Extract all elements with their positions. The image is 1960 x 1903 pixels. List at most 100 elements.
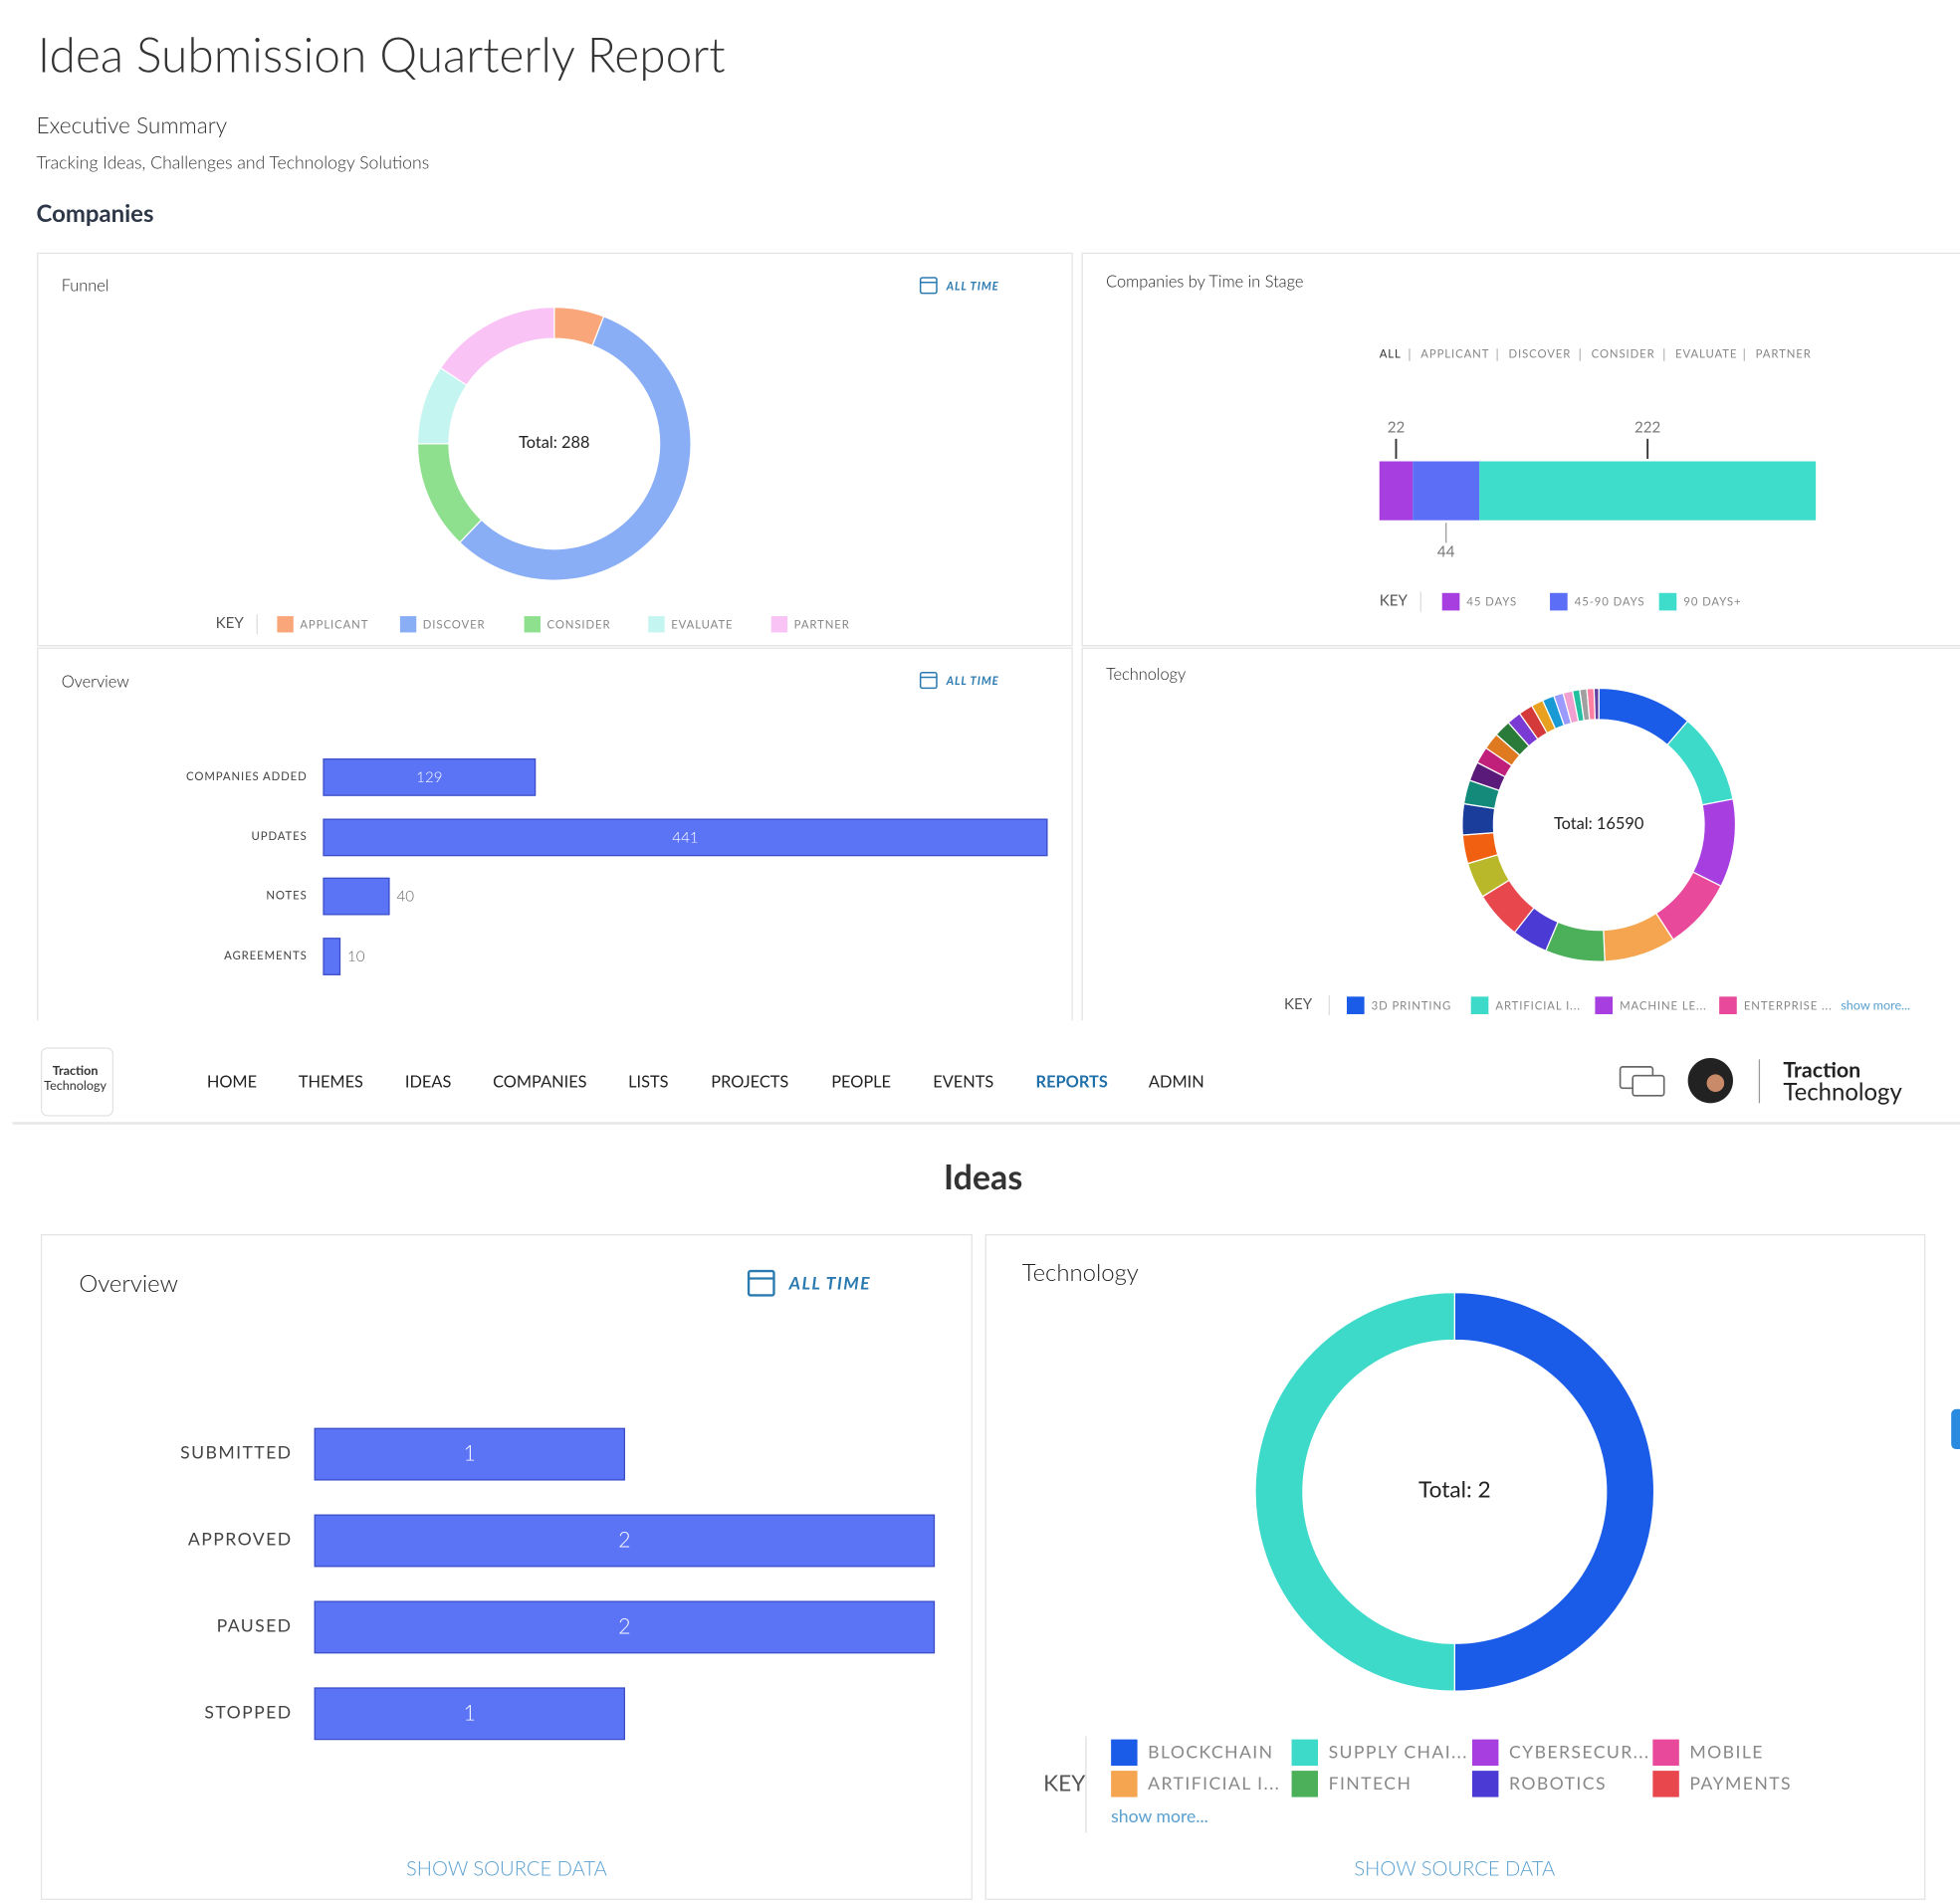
bar (323, 877, 390, 916)
logo-box[interactable] (40, 1047, 114, 1117)
section-title: Companies (37, 199, 154, 228)
source-data-link[interactable]: SHOW SOURCE DATA (1354, 1856, 1555, 1880)
chart-title: Funnel (62, 277, 109, 296)
calendar-icon (919, 277, 938, 295)
legend-swatch (1550, 592, 1568, 611)
stage-filter[interactable]: DISCOVER (1508, 347, 1571, 360)
legend-key-label: KEY (1380, 591, 1409, 609)
bar-segment (1379, 461, 1414, 521)
navbar (12, 1020, 1960, 1124)
value-label: 1 (464, 1440, 476, 1466)
section-title: Ideas (944, 1157, 1022, 1197)
donut-segment (1593, 687, 1600, 721)
legend-label: ARTIFICIAL I... (1495, 999, 1581, 1012)
chat-icon[interactable] (1619, 1066, 1665, 1097)
brand-text: Technology (1783, 1078, 1902, 1107)
legend-label: APPLICANT (300, 618, 368, 631)
chart-title: Overview (62, 673, 130, 692)
legend-key-label: KEY (1284, 995, 1313, 1013)
nav-item[interactable]: PROJECTS (711, 1072, 788, 1091)
nav-item[interactable]: HOME (207, 1072, 257, 1091)
legend-swatch (1111, 1739, 1138, 1767)
legend-swatch (1652, 1771, 1679, 1797)
donut-segment (439, 306, 555, 386)
legend-label: PARTNER (794, 618, 850, 631)
side-tab[interactable] (1951, 1408, 1960, 1450)
report-description: Tracking Ideas, Challenges and Technolog… (37, 151, 430, 172)
legend-swatch (770, 616, 788, 633)
chart-title: Overview (79, 1269, 178, 1298)
legend-swatch (1470, 996, 1489, 1014)
show-more-link[interactable]: show more... (1111, 1805, 1208, 1826)
stage-filter[interactable]: PARTNER (1756, 347, 1812, 360)
bar (314, 1427, 625, 1481)
category-label: NOTES (266, 889, 307, 902)
bar (314, 1514, 936, 1568)
legend-swatch (1658, 592, 1677, 611)
legend-label: 3D PRINTING (1372, 999, 1452, 1012)
legend-swatch (1346, 996, 1365, 1014)
legend-swatch (1595, 996, 1614, 1014)
nav-item[interactable]: REPORTS (1036, 1072, 1108, 1091)
category-label: COMPANIES ADDED (186, 770, 308, 783)
category-label: APPROVED (188, 1528, 293, 1549)
category-label: PAUSED (217, 1614, 293, 1635)
source-data-link[interactable]: SHOW SOURCE DATA (406, 1856, 607, 1880)
calendar-icon (747, 1269, 775, 1297)
date-filter[interactable]: ALL TIME (946, 675, 999, 688)
logo-text: Technology (44, 1078, 107, 1093)
legend-swatch (1471, 1771, 1499, 1797)
nav-item[interactable]: PEOPLE (831, 1072, 891, 1091)
nav-item[interactable]: IDEAS (405, 1072, 452, 1091)
nav-item[interactable]: LISTS (628, 1072, 668, 1091)
legend-label: CYBERSECUR... (1509, 1742, 1649, 1763)
legend-label: 45-90 DAYS (1575, 596, 1645, 609)
bar (323, 758, 537, 796)
donut-total: Total: 16590 (1554, 814, 1643, 833)
nav-item[interactable]: EVENTS (933, 1072, 993, 1091)
legend-swatch (524, 616, 541, 633)
date-filter[interactable]: ALL TIME (788, 1273, 871, 1294)
legend-label: PAYMENTS (1689, 1773, 1792, 1794)
value-label: 1 (464, 1699, 476, 1725)
legend-swatch (648, 616, 665, 633)
legend-swatch (1111, 1771, 1138, 1797)
legend-label: ENTERPRISE ... (1744, 999, 1833, 1012)
legend-swatch (1441, 592, 1460, 611)
stage-filter[interactable]: ALL (1380, 347, 1402, 360)
nav-item[interactable]: THEMES (299, 1072, 363, 1091)
panel (984, 1234, 1926, 1900)
legend-swatch (1652, 1739, 1679, 1767)
legend-label: MOBILE (1689, 1742, 1764, 1763)
stage-filter[interactable]: CONSIDER (1592, 347, 1655, 360)
legend-swatch (1719, 996, 1737, 1014)
stage-filter[interactable]: APPLICANT (1420, 347, 1489, 360)
legend-label: EVALUATE (671, 618, 733, 631)
donut-total: Total: 288 (519, 433, 589, 452)
legend-label: DISCOVER (423, 618, 486, 631)
bar (323, 938, 341, 975)
show-more-link[interactable]: show more... (1841, 998, 1910, 1013)
brand-text: Traction (1783, 1056, 1860, 1082)
donut-segment (458, 316, 692, 581)
category-label: UPDATES (252, 830, 308, 843)
bar (314, 1687, 625, 1741)
legend-label: MACHINE LE... (1620, 999, 1707, 1012)
date-filter[interactable]: ALL TIME (946, 280, 999, 293)
value-label: 40 (397, 888, 415, 906)
logo-text: Traction (53, 1063, 99, 1078)
avatar-face (1706, 1074, 1725, 1093)
legend-swatch (1291, 1739, 1319, 1767)
value-label: 10 (347, 948, 365, 965)
category-label: STOPPED (204, 1701, 292, 1722)
value-label: 2 (618, 1527, 630, 1553)
nav-item[interactable]: ADMIN (1149, 1072, 1204, 1091)
bar-segment (1413, 461, 1480, 521)
calendar-icon (919, 672, 938, 690)
legend-label: 45 DAYS (1466, 596, 1517, 609)
nav-item[interactable]: COMPANIES (493, 1072, 587, 1091)
category-label: AGREEMENTS (224, 950, 308, 962)
stage-filter[interactable]: EVALUATE (1675, 347, 1737, 360)
